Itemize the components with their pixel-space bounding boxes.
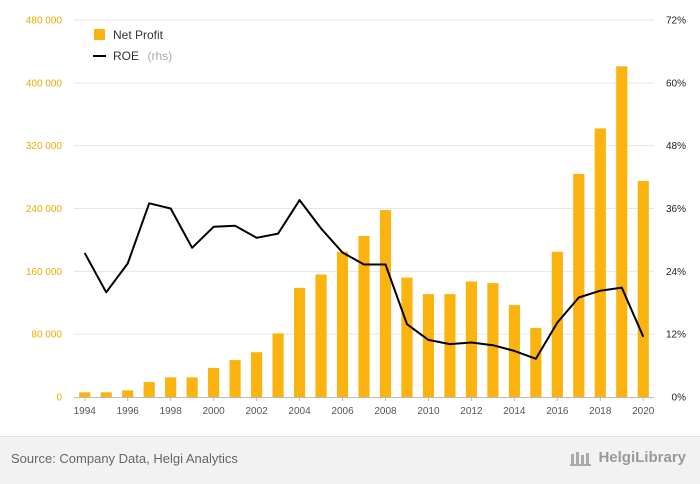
y-left-tick-label: 160 000 [26,267,63,278]
brand-name: HelgiLibrary [598,449,686,466]
bar-net-profit-2008 [379,210,392,397]
y-right-tick-label: 60% [666,78,686,89]
bar-net-profit-2007 [358,235,370,397]
x-tick-label: 2018 [589,406,612,417]
x-tick-label: 2008 [374,406,397,417]
bar-net-profit-1995 [100,392,112,397]
legend-roe-suffix: (rhs) [147,49,172,63]
legend: Net Profit ROE (rhs) [93,28,172,64]
bar-net-profit-2000 [208,367,220,397]
legend-roe-name: ROE [113,49,139,63]
x-tick-label: 2004 [288,406,311,417]
bar-net-profit-1996 [122,390,134,397]
bar-net-profit-2020 [637,181,649,397]
y-right-tick-label: 36% [666,204,686,215]
bar-net-profit-2010 [422,294,435,397]
bar-net-profit-2006 [336,251,349,397]
x-tick-label: 2010 [417,406,440,417]
library-icon [570,451,592,466]
legend-net-profit-label: Net Profit [113,28,164,42]
y-right-tick-label: 0% [672,393,687,404]
bar-net-profit-2019 [616,66,628,397]
bar-net-profit-2012 [465,281,477,397]
bar-net-profit-2011 [444,294,456,397]
bar-net-profit-2018 [594,128,606,397]
legend-roe-label: ROE (rhs) [113,47,172,64]
footer: Source: Company Data, Helgi Analytics He… [0,436,700,484]
bar-net-profit-1994 [79,392,91,397]
x-tick-label: 2020 [632,406,655,417]
bar-net-profit-2015 [530,327,542,397]
y-right-tick-label: 48% [666,141,686,152]
y-left-tick-label: 0 [56,393,62,404]
legend-net-profit-swatch [94,29,105,40]
axes: 0 0% 80 000 12% 160 000 24% 240 000 36% 320 000 4… [26,16,686,418]
bar-net-profit-2003 [272,333,284,397]
net-profit-bars [79,66,649,397]
x-tick-label: 1994 [74,406,97,417]
x-tick-label: 2014 [503,406,526,417]
x-tick-label: 2000 [203,406,226,417]
y-left-tick-label: 400 000 [26,78,63,89]
bar-net-profit-2004 [293,287,306,397]
y-right-tick-label: 12% [666,330,686,341]
x-tick-label: 1998 [160,406,183,417]
roe-line [83,199,645,360]
chart: 0 0% 80 000 12% 160 000 24% 240 000 36% 320 000 4… [26,16,686,418]
y-left-tick-label: 80 000 [31,330,62,341]
bar-net-profit-2001 [229,360,241,397]
x-tick-label: 2012 [460,406,483,417]
y-left-tick-label: 480 000 [26,16,63,27]
y-left-tick-label: 240 000 [26,204,63,215]
x-tick-label: 1996 [117,406,140,417]
brand-logo[interactable]: HelgiLibrary [570,449,686,466]
bar-net-profit-1997 [143,382,155,397]
bar-net-profit-1998 [165,377,177,397]
bar-net-profit-2005 [315,274,327,397]
y-right-tick-label: 24% [666,267,686,278]
bar-net-profit-2017 [573,173,585,397]
bar-net-profit-2009 [401,277,413,397]
source-note: Source: Company Data, Helgi Analytics [11,451,238,466]
y-left-tick-label: 320 000 [26,141,63,152]
x-tick-label: 2016 [546,406,569,417]
x-tick-label: 2002 [245,406,268,417]
y-right-tick-label: 72% [666,16,686,27]
x-tick-label: 2006 [331,406,354,417]
bar-net-profit-2002 [251,352,263,397]
roe-line-group [83,199,645,360]
bar-net-profit-2013 [487,283,499,397]
bar-net-profit-1999 [186,377,198,397]
